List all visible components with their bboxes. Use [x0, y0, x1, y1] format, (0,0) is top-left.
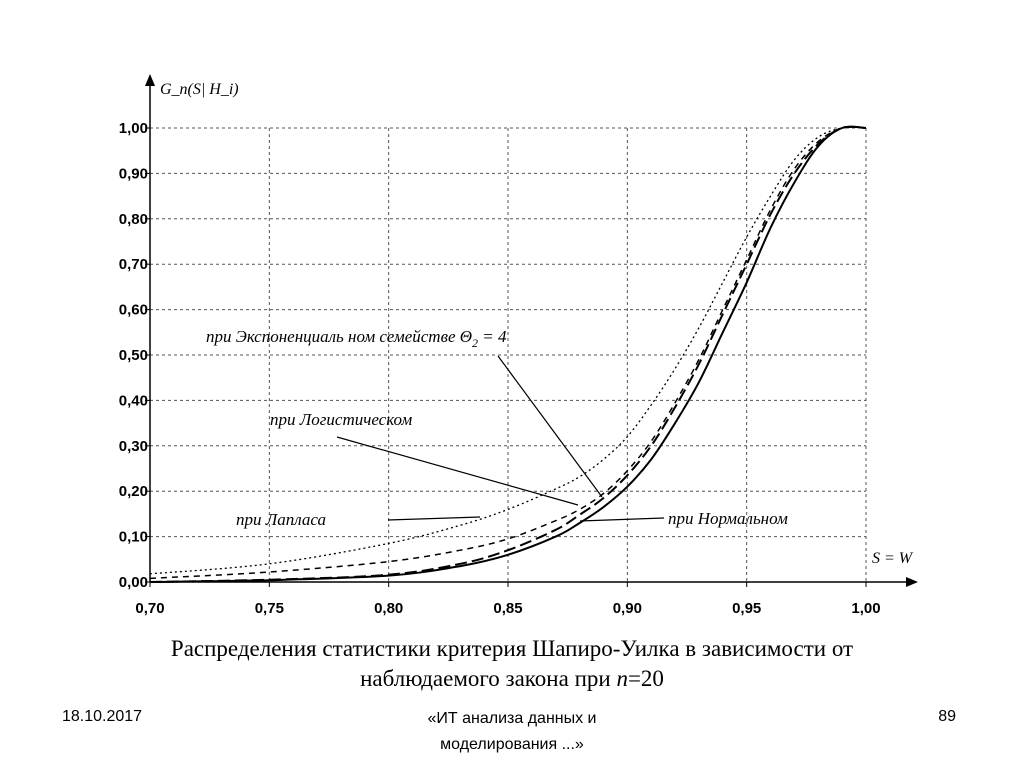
series-line-3: [149, 126, 867, 580]
x-axis-title: S = W: [872, 550, 914, 567]
caption-line-2: наблюдаемого закона при n=20: [40, 664, 984, 694]
y-tick-label: 0,10: [119, 529, 148, 546]
y-tick-label: 0,30: [119, 438, 148, 455]
y-tick-label: 0,50: [119, 347, 148, 364]
x-tick-label: 0,75: [255, 600, 284, 617]
annotation-exponential: при Экспоненциаль ном семействе Θ2 = 4: [206, 327, 507, 350]
series-line-4: [149, 126, 867, 575]
annotation-leader-line: [336, 436, 579, 506]
chart-axes: [145, 74, 918, 587]
chart: 0,70 0,75 0,80 0,85 0,90 0,95 1,00 0,00 0,10 0,20…: [119, 74, 918, 617]
y-tick-label: 0,40: [119, 392, 148, 409]
y-axis-arrow: [145, 74, 155, 86]
footer-title: «ИТ анализа данных и моделирования ...»: [300, 706, 724, 758]
figure-caption: Распределения статистики критерия Шапиро…: [40, 634, 984, 694]
y-tick-label: 0,70: [119, 256, 148, 273]
annotation-logistic: при Логистическом: [270, 410, 412, 429]
footer-date: 18.10.2017: [62, 708, 143, 725]
annotation-leader-line: [497, 355, 603, 498]
annotation-leader-line: [387, 516, 481, 521]
x-axis-arrow: [906, 577, 918, 587]
caption-line-2-prefix: наблюдаемого закона при: [360, 666, 617, 691]
y-tick-label: 0,20: [119, 483, 148, 500]
y-tick-label: 0,00: [119, 574, 148, 591]
x-tick-label: 1,00: [851, 600, 880, 617]
footer-page-number: 89: [938, 708, 956, 725]
annotation-leaders: [336, 355, 665, 522]
caption-variable-n: n: [616, 666, 628, 691]
series-line-1: [149, 125, 867, 583]
y-tick-label: 0,90: [119, 165, 148, 182]
x-tick-label: 0,90: [613, 600, 642, 617]
x-tick-label: 0,80: [374, 600, 403, 617]
y-tick-label: 0,60: [119, 302, 148, 319]
x-tick-label: 0,95: [732, 600, 761, 617]
y-axis-title: G_n(S| H_i): [160, 81, 239, 98]
chart-tick-labels: 0,70 0,75 0,80 0,85 0,90 0,95 1,00 0,00 0,10 0,20…: [119, 120, 881, 617]
annotation-laplace: при Лапласа: [236, 510, 326, 529]
footer-title-line-2: моделирования ...»: [440, 736, 584, 753]
x-tick-label: 0,85: [493, 600, 522, 617]
chart-series: [149, 125, 867, 583]
series-line-2: [149, 125, 867, 583]
x-tick-label: 0,70: [135, 600, 164, 617]
footer-title-line-1: «ИТ анализа данных и: [427, 710, 597, 727]
annotation-leader-line: [579, 517, 665, 522]
chart-grid: [150, 127, 867, 582]
y-tick-label: 1,00: [119, 120, 148, 137]
caption-line-2-suffix: =20: [627, 666, 664, 691]
y-tick-label: 0,80: [119, 211, 148, 228]
caption-line-1: Распределения статистики критерия Шапиро…: [170, 636, 854, 661]
annotation-normal: при Нормальном: [668, 509, 788, 528]
